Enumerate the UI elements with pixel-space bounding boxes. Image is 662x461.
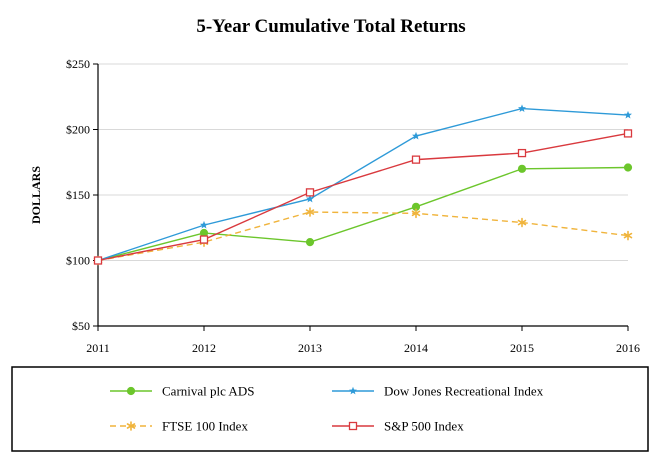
y-axis-title: DOLLARS bbox=[29, 166, 43, 224]
data-point bbox=[200, 220, 208, 229]
data-point bbox=[305, 207, 315, 217]
legend-label: S&P 500 Index bbox=[384, 419, 464, 434]
legend-item-3: S&P 500 Index bbox=[332, 419, 464, 434]
data-point bbox=[411, 208, 421, 219]
chart-title: 5-Year Cumulative Total Returns bbox=[196, 16, 465, 37]
data-point bbox=[624, 110, 632, 119]
y-tick-label: $50 bbox=[72, 319, 90, 333]
series-group bbox=[93, 104, 633, 266]
data-point bbox=[199, 235, 209, 244]
legend-marker bbox=[126, 421, 136, 431]
x-tick-label: 2015 bbox=[510, 341, 534, 355]
data-point bbox=[623, 163, 633, 172]
legend-label: Carnival plc ADS bbox=[162, 384, 254, 399]
x-tick-label: 2013 bbox=[298, 341, 322, 355]
legend-box bbox=[11, 366, 649, 452]
marker-stroke bbox=[517, 219, 527, 226]
series-2 bbox=[93, 207, 633, 266]
y-tick-labels: $50 $100 $150 $200 $250 bbox=[66, 57, 90, 333]
data-point bbox=[517, 217, 527, 228]
data-point bbox=[517, 148, 527, 158]
gridlines bbox=[98, 63, 628, 261]
x-tick-label: 2012 bbox=[192, 341, 216, 355]
data-point bbox=[305, 188, 315, 197]
legend-item-1: Dow Jones Recreational Index bbox=[332, 384, 544, 399]
data-point bbox=[623, 129, 633, 138]
y-tick-label: $250 bbox=[66, 57, 90, 71]
data-point bbox=[623, 230, 633, 241]
data-point bbox=[306, 194, 314, 203]
marker-stroke bbox=[305, 209, 315, 215]
legend-marker bbox=[126, 386, 136, 396]
x-tick-label: 2014 bbox=[404, 341, 428, 355]
y-tick-label: $100 bbox=[66, 254, 90, 268]
data-point bbox=[411, 155, 421, 164]
marker-stroke bbox=[126, 423, 136, 429]
legend-item-2: FTSE 100 Index bbox=[110, 419, 248, 434]
series-line-0 bbox=[97, 166, 629, 262]
legend-label: FTSE 100 Index bbox=[162, 419, 248, 434]
legend-item-0: Carnival plc ADS bbox=[110, 384, 254, 399]
data-point bbox=[517, 164, 527, 173]
data-point bbox=[93, 256, 103, 265]
y-tick-label: $200 bbox=[66, 123, 90, 137]
data-point bbox=[518, 104, 526, 112]
legend-label: Dow Jones Recreational Index bbox=[384, 384, 544, 399]
data-point bbox=[305, 238, 315, 247]
legend-marker bbox=[349, 386, 357, 395]
series-line-3 bbox=[97, 132, 629, 262]
data-point bbox=[412, 131, 420, 140]
series-line-2 bbox=[97, 211, 629, 262]
legend: Carnival plc ADS Dow Jones Recreational I… bbox=[110, 384, 544, 434]
axes bbox=[93, 63, 629, 331]
marker-stroke bbox=[623, 232, 633, 239]
marker-stroke bbox=[411, 210, 421, 217]
x-tick-label: 2011 bbox=[86, 341, 110, 355]
series-line-1 bbox=[97, 107, 629, 262]
series-0 bbox=[93, 163, 633, 265]
x-tick-labels: 2011 2012 2013 2014 2015 2016 bbox=[86, 341, 640, 355]
x-tick-label: 2016 bbox=[616, 341, 640, 355]
legend-marker bbox=[348, 421, 358, 431]
y-tick-label: $150 bbox=[66, 188, 90, 202]
series-3 bbox=[93, 129, 633, 265]
